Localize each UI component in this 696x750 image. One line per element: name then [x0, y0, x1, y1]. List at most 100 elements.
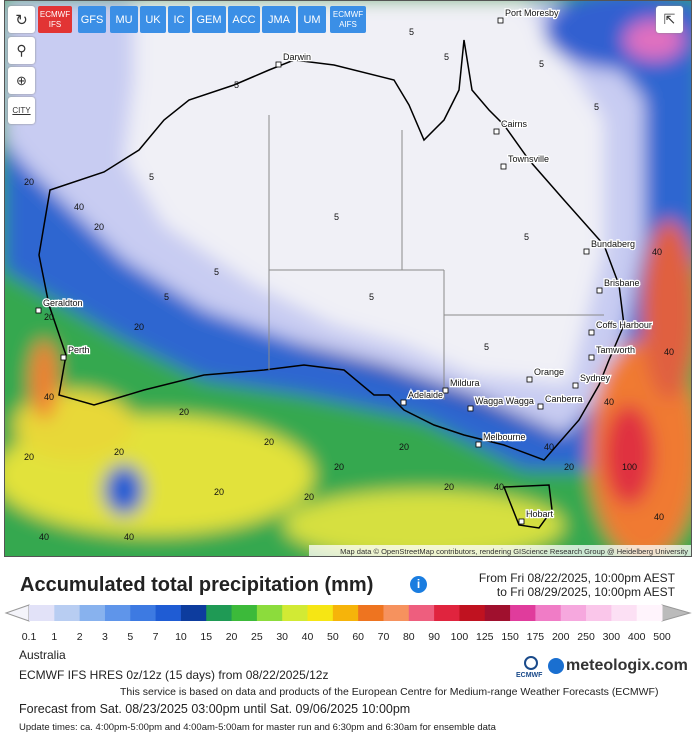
tasmania	[502, 484, 553, 529]
scale-cell	[510, 605, 536, 621]
model-button[interactable]: UM	[298, 6, 326, 33]
location-button[interactable]: ⚲	[8, 37, 35, 64]
model-button[interactable]: GEM	[192, 6, 226, 33]
city-marker	[467, 405, 474, 412]
scale-label: 20	[226, 631, 238, 643]
model-button[interactable]: UK	[140, 6, 166, 33]
scale-label: 3	[102, 631, 108, 643]
period-from: From Fri 08/22/2025, 10:00pm AEST	[478, 571, 675, 585]
city-label: Tamworth	[596, 345, 635, 355]
scale-label: 400	[628, 631, 646, 643]
scale-label: 150	[501, 631, 519, 643]
contour-label: 20	[134, 322, 144, 332]
scale-cell	[130, 605, 157, 621]
model-button[interactable]: ACC	[228, 6, 260, 33]
share-button[interactable]: ⇱	[656, 6, 683, 33]
city-label: Cairns	[501, 119, 528, 129]
contour-label: 40	[654, 512, 664, 522]
city-marker	[60, 354, 67, 361]
period-to: to Fri 08/29/2025, 10:00pm AEST	[496, 585, 675, 599]
scale-label: 10	[175, 631, 187, 643]
contour-label: 20	[24, 177, 34, 187]
contour-label: 20	[24, 452, 34, 462]
model-button[interactable]: GFS	[78, 6, 106, 33]
contour-label: 40	[604, 397, 614, 407]
city-marker	[588, 329, 595, 336]
city-marker	[526, 376, 533, 383]
city-label: Geraldton	[43, 298, 83, 308]
scale-label: 25	[251, 631, 263, 643]
brand-mark	[548, 658, 564, 674]
city-label: Darwin	[283, 52, 311, 62]
city-label: Orange	[534, 367, 564, 377]
scale-cell	[535, 605, 562, 621]
scale-cell	[636, 605, 663, 621]
model-button[interactable]: MU	[110, 6, 138, 33]
model-button[interactable]: IC	[168, 6, 190, 33]
contour-label: 20	[444, 482, 454, 492]
scale-label: 30	[276, 631, 288, 643]
contour-label: 20	[334, 462, 344, 472]
contour-label: 5	[444, 52, 449, 62]
city-label: Coffs Harbour	[596, 320, 652, 330]
coastline	[38, 39, 625, 461]
city-label: Sydney	[580, 373, 611, 383]
city-label: Wagga Wagga	[475, 396, 534, 406]
city-marker	[400, 399, 407, 406]
contour-label: 100	[622, 462, 637, 472]
ecmwf-mark	[524, 656, 538, 670]
contour-label: 40	[39, 532, 49, 542]
scale-cell	[408, 605, 435, 621]
city-marker	[35, 307, 42, 314]
scale-cell	[231, 605, 258, 621]
contour-label: 40	[494, 482, 504, 492]
city-marker	[588, 354, 595, 361]
city-marker	[442, 387, 449, 394]
city-label: Townsville	[508, 154, 549, 164]
scale-cell	[332, 605, 359, 621]
info-icon[interactable]: i	[410, 576, 427, 593]
model-button[interactable]: ECMWF IFS	[38, 6, 72, 33]
scale-cell	[586, 605, 612, 621]
city-label: Brisbane	[604, 278, 640, 288]
contour-label: 20	[304, 492, 314, 502]
scale-label: 2	[77, 631, 83, 643]
ecmwf-logo: ECMWF	[516, 672, 543, 679]
contour-label: 5	[409, 27, 414, 37]
refresh-button[interactable]: ↻	[8, 6, 35, 33]
scale-cell	[54, 605, 81, 621]
contour-label: 5	[369, 292, 374, 302]
scale-cell	[459, 605, 486, 621]
city-button[interactable]: CITY	[8, 97, 35, 124]
model-button[interactable]: ECMWF AIFS	[330, 6, 366, 33]
attribution: Map data © OpenStreetMap contributors, r…	[340, 547, 688, 556]
zoom-button[interactable]: ⊕	[8, 67, 35, 94]
contour-label: 40	[74, 202, 84, 212]
model-button[interactable]: JMA	[262, 6, 296, 33]
contour-label: 40	[652, 247, 662, 257]
scale-label: 70	[378, 631, 390, 643]
scale-cell	[206, 605, 233, 621]
scale-label: 300	[603, 631, 621, 643]
scale-label: 50	[327, 631, 339, 643]
contour-label: 20	[564, 462, 574, 472]
scale-cell	[155, 605, 182, 621]
city-marker	[583, 248, 590, 255]
scale-cell	[180, 605, 207, 621]
city-label: Perth	[68, 345, 90, 355]
contour-label: 5	[334, 212, 339, 222]
city-marker	[475, 441, 482, 448]
city-marker	[497, 17, 504, 24]
scale-cell	[383, 605, 410, 621]
contour-label: 40	[44, 392, 54, 402]
scale-label: 0.1	[22, 631, 37, 643]
contour-label: 5	[484, 342, 489, 352]
scale-label: 90	[428, 631, 440, 643]
scale-cell	[434, 605, 460, 621]
map[interactable]: Port Moresby Darwin Cairns Townsville Bundab…	[4, 0, 692, 557]
map-border	[4, 0, 692, 557]
contour-label: 40	[664, 347, 674, 357]
attribution-bg	[309, 545, 692, 557]
contour-label: 5	[214, 267, 219, 277]
